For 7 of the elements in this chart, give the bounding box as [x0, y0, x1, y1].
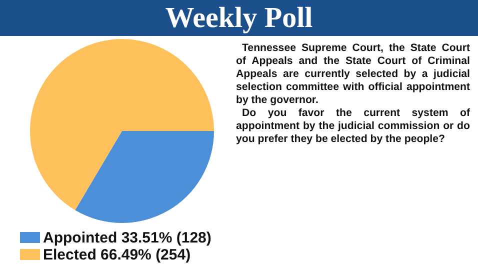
chart-title: Weekly Poll — [0, 0, 478, 36]
pie-slice — [75, 131, 214, 223]
text: Tennessee Supreme Court, the State Court of Appeals and the State Court of Criminal Appeals are currently selected by a judicial selection committee with official appointment by the governor. — [236, 42, 470, 107]
text: Do you favor the current system of appointment by the judicial commission or do you prefer they be elected by the people? — [236, 107, 470, 146]
pie-slice — [30, 39, 214, 210]
legend-label: Appointed 33.51% (128) — [43, 230, 212, 246]
legend-label: Elected 66.49% (254) — [43, 246, 191, 264]
